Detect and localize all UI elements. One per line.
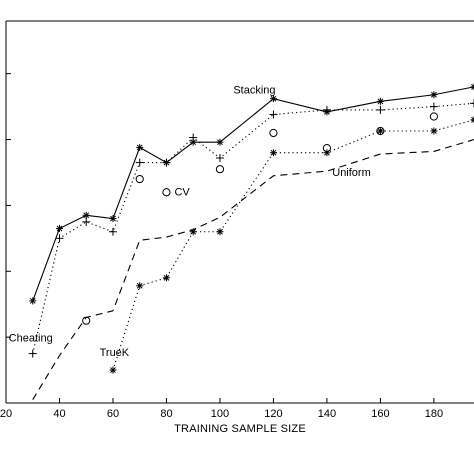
- point-stacking-40: [55, 224, 63, 232]
- point-cheating-160: [376, 105, 385, 114]
- point-cheating-60: [108, 227, 117, 236]
- point-cv-160: [376, 126, 385, 136]
- label-uniform: Uniform: [332, 167, 371, 179]
- point-truek-120: [269, 149, 277, 157]
- point-stacking-120: [269, 95, 277, 103]
- point-truek-195: [470, 116, 474, 124]
- point-cv-70: [135, 174, 144, 184]
- series-line-cheating: [32, 102, 474, 354]
- x-tick-label-180: 180: [425, 408, 443, 420]
- point-stacking-30: [29, 297, 37, 305]
- point-cheating-180: [429, 102, 438, 111]
- point-cheating-30: [28, 349, 37, 358]
- label-truek: TrueK: [100, 347, 130, 359]
- point-truek-70: [136, 282, 144, 290]
- point-cv-180: [429, 112, 438, 121]
- x-tick-label-120: 120: [264, 408, 282, 420]
- series-line-truek: [112, 119, 474, 371]
- point-cheating-140: [322, 105, 331, 114]
- x-tick-label-40: 40: [53, 408, 65, 420]
- series-labels: Stacking CV Uniform Cheating TrueK: [9, 84, 371, 359]
- point-cheating-195: [470, 99, 474, 108]
- x-tick-label-140: 140: [318, 408, 336, 420]
- point-cheating-50: [82, 217, 91, 226]
- x-tick-label-20: 20: [0, 408, 12, 420]
- point-truek-90: [189, 228, 197, 236]
- point-cv-120: [269, 128, 278, 138]
- point-stacking-180: [430, 91, 438, 99]
- x-tick-label-60: 60: [107, 408, 119, 420]
- series-line-uniform: [32, 139, 474, 400]
- axes: [5, 20, 474, 404]
- x-tick-label-80: 80: [160, 408, 172, 420]
- point-stacking-160: [376, 97, 384, 105]
- point-stacking-195: [470, 83, 474, 91]
- point-stacking-60: [109, 215, 117, 223]
- markers: [28, 83, 474, 374]
- point-cheating-80: [162, 158, 171, 167]
- label-cv: CV: [174, 187, 190, 199]
- label-stacking: Stacking: [233, 84, 275, 96]
- point-stacking-100: [216, 138, 224, 146]
- point-cv-100: [215, 165, 225, 174]
- point-cv-80: [162, 188, 171, 197]
- x-tick-label-100: 100: [211, 408, 229, 420]
- point-cheating-90: [189, 133, 198, 142]
- point-cheating-120: [269, 110, 278, 119]
- point-stacking-70: [136, 143, 144, 151]
- point-cheating-40: [55, 234, 64, 243]
- point-cheating-70: [135, 158, 144, 167]
- point-truek-160: [376, 127, 384, 135]
- point-truek-180: [430, 127, 438, 135]
- point-truek-100: [216, 228, 224, 236]
- x-tick-label-160: 160: [371, 408, 389, 420]
- point-truek-60: [109, 366, 117, 374]
- point-cv-50: [82, 316, 91, 325]
- series-line-stacking: [32, 86, 474, 302]
- point-cheating-100: [215, 153, 224, 162]
- x-axis-title: TRAINING SAMPLE SIZE: [174, 423, 306, 435]
- label-cheating: Cheating: [9, 333, 53, 345]
- point-truek-80: [162, 274, 170, 282]
- point-truek-140: [323, 149, 331, 157]
- point-stacking-50: [82, 211, 90, 219]
- ticks: 20 40 60 80 100 120 140 160 180: [0, 73, 443, 420]
